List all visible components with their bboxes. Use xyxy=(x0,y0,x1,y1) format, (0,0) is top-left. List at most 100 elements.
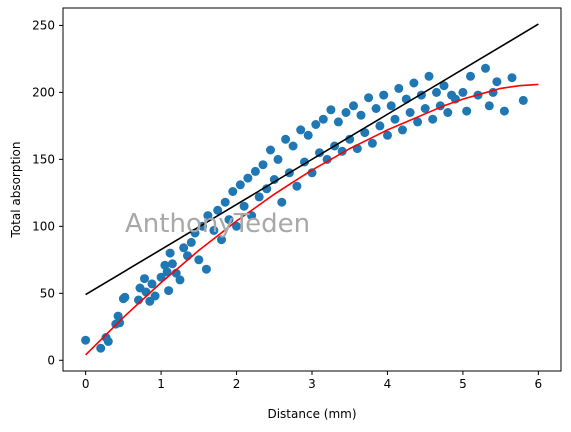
scatter-point xyxy=(167,259,177,269)
scatter-point xyxy=(203,211,213,221)
scatter-point xyxy=(281,134,291,144)
scatter-point xyxy=(96,343,106,353)
scatter-point xyxy=(499,106,509,116)
x-tick-label: 0 xyxy=(82,377,90,391)
scatter-point xyxy=(232,221,241,231)
scatter-point xyxy=(360,128,370,138)
scatter-point xyxy=(341,108,351,117)
scatter-point xyxy=(273,154,283,164)
x-tick-label: 5 xyxy=(459,377,467,391)
scatter-point xyxy=(292,181,302,191)
scatter-point xyxy=(147,279,157,289)
fit-lines xyxy=(85,23,539,356)
watermark: AnthonyTeden xyxy=(125,209,310,239)
scatter-point xyxy=(81,335,91,345)
scatter-point xyxy=(303,130,313,140)
scatter-point xyxy=(250,166,260,176)
scatter-point xyxy=(367,138,377,148)
scatter-point xyxy=(315,148,324,158)
scatter-point xyxy=(484,101,494,111)
x-tick-label: 1 xyxy=(157,377,165,391)
scatter-point xyxy=(379,90,389,100)
scatter-point xyxy=(390,114,400,124)
scatter-point xyxy=(466,71,475,81)
scatter-point xyxy=(405,108,415,117)
scatter-point xyxy=(349,101,358,111)
scatter-point xyxy=(220,197,230,207)
y-tick-label: 150 xyxy=(32,152,55,166)
scatter-point xyxy=(481,63,490,73)
scatter-points xyxy=(81,63,528,353)
scatter-point xyxy=(326,105,336,115)
scatter-point xyxy=(462,106,472,116)
scatter-point xyxy=(162,267,172,277)
scatter-point xyxy=(217,235,226,245)
scatter-point xyxy=(518,95,528,105)
scatter-point xyxy=(243,173,253,183)
scatter-point xyxy=(258,160,268,170)
scatter-point xyxy=(409,78,419,88)
scatter-point xyxy=(371,104,381,113)
scatter-point xyxy=(345,134,355,144)
scatter-point xyxy=(183,251,192,261)
scatter-point xyxy=(507,73,517,83)
scatter-point xyxy=(386,101,396,111)
scatter-point xyxy=(165,248,175,258)
scatter-point xyxy=(164,286,174,296)
scatter-point xyxy=(266,145,275,155)
scatter-point xyxy=(228,187,238,196)
scatter-point xyxy=(322,154,332,164)
watermark-text: AnthonyTeden xyxy=(125,209,310,239)
y-axis-label: Total absorption xyxy=(9,142,23,239)
scatter-point xyxy=(156,272,166,282)
scatter-point xyxy=(394,83,404,93)
axes: 0 1 2 3 4 5 6 0 50 100 150 200 250 Distance (mm) Total… xyxy=(9,18,542,421)
scatter-point xyxy=(201,264,211,274)
scatter-point xyxy=(428,114,438,124)
y-tick-label: 100 xyxy=(32,219,55,233)
scatter-point xyxy=(375,121,385,131)
scatter-point xyxy=(432,87,441,97)
scatter-point xyxy=(224,215,234,225)
y-tick-label: 200 xyxy=(32,85,55,99)
scatter-point xyxy=(262,184,272,194)
scatter-point xyxy=(115,318,125,328)
scatter-point xyxy=(141,287,151,297)
scatter-point xyxy=(235,180,245,190)
scatter-point xyxy=(318,114,328,124)
scatter-point xyxy=(186,237,196,247)
y-tick-label: 250 xyxy=(32,18,55,32)
scatter-point xyxy=(150,291,160,301)
scatter-point xyxy=(458,87,468,97)
scatter-point xyxy=(179,243,189,253)
scatter-point xyxy=(175,275,185,285)
scatter-point xyxy=(333,117,343,127)
scatter-point xyxy=(413,117,423,127)
scatter-point xyxy=(247,211,257,221)
scatter-point xyxy=(239,201,249,211)
scatter-point xyxy=(213,205,223,215)
x-tick-label: 3 xyxy=(308,377,316,391)
scatter-point xyxy=(492,77,502,87)
x-tick-label: 4 xyxy=(384,377,392,391)
x-tick-label: 6 xyxy=(535,377,543,391)
scatter-point xyxy=(383,130,392,140)
y-tick-label: 0 xyxy=(47,353,55,367)
scatter-point xyxy=(364,93,374,103)
scatter-point xyxy=(420,104,430,113)
scatter-point xyxy=(103,337,113,346)
scatter-point xyxy=(254,192,264,202)
scatter-point xyxy=(307,168,317,178)
scatter-point xyxy=(439,81,449,91)
scatter-point xyxy=(311,120,321,129)
scatter-point xyxy=(356,110,366,120)
scatter-point xyxy=(194,255,204,265)
y-tick-label: 50 xyxy=(40,286,55,300)
linear-fit-line xyxy=(85,23,539,296)
scatter-point xyxy=(398,125,407,135)
scatter-point xyxy=(424,71,434,81)
scatter-point xyxy=(140,274,149,284)
curve-fit-line xyxy=(85,83,539,356)
